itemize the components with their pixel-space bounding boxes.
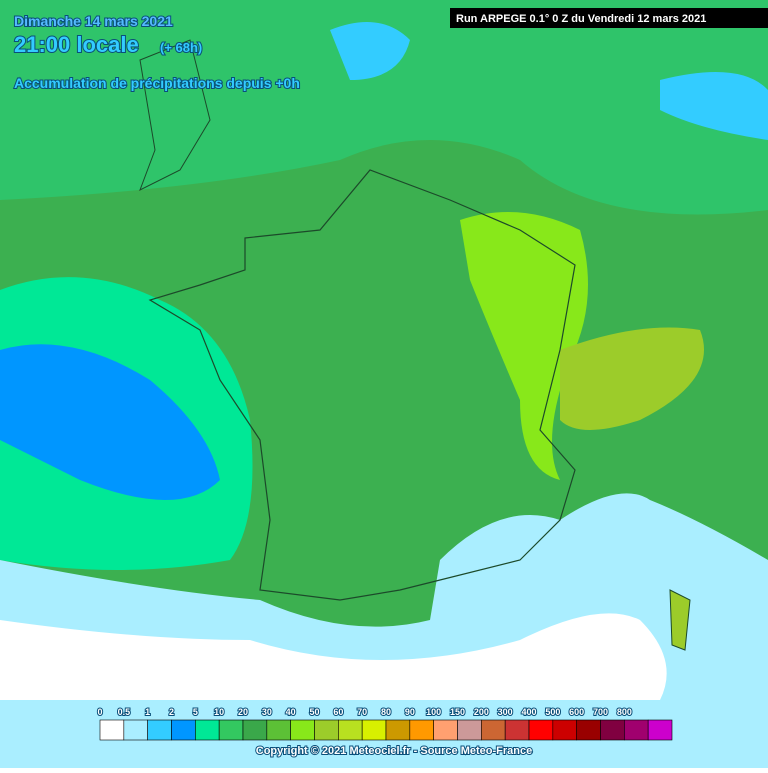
legend-label: 2 bbox=[169, 707, 174, 717]
legend-swatch bbox=[242, 719, 268, 741]
legend-label: 500 bbox=[545, 707, 560, 717]
precip-area bbox=[0, 0, 768, 215]
dry-area bbox=[0, 613, 667, 700]
legend-swatch bbox=[123, 719, 148, 741]
legend-swatch bbox=[576, 719, 601, 741]
precip-area bbox=[460, 212, 588, 480]
legend-swatch bbox=[433, 719, 458, 741]
legend-label: 150 bbox=[450, 707, 465, 717]
legend-swatch bbox=[290, 719, 315, 741]
legend-swatch bbox=[409, 719, 434, 741]
time: 21:00 locale bbox=[14, 32, 139, 57]
legend-label: 200 bbox=[474, 707, 489, 717]
legend-swatch bbox=[385, 719, 411, 741]
coastline bbox=[139, 39, 211, 192]
legend: 0 0.5 1 2 5 10 20 30 40 50 60 70 80 90 100 150 200 300 400… bbox=[96, 706, 673, 741]
legend-swatch bbox=[338, 719, 363, 741]
legend-swatch bbox=[552, 719, 577, 741]
legend-swatch bbox=[314, 719, 339, 741]
legend-label: 10 bbox=[214, 707, 224, 717]
legend-label: 80 bbox=[381, 707, 391, 717]
legend-label: 60 bbox=[333, 707, 343, 717]
legend-label: 40 bbox=[286, 707, 296, 717]
precip-area bbox=[330, 22, 768, 140]
copyright: Copyright © 2021 Meteociel.fr - Source M… bbox=[256, 745, 532, 757]
legend-label: 20 bbox=[238, 707, 248, 717]
legend-swatch bbox=[624, 719, 649, 741]
legend-label: 0.5 bbox=[118, 707, 131, 717]
legend-swatch bbox=[457, 719, 482, 741]
legend-label: 70 bbox=[357, 707, 367, 717]
legend-label: 5 bbox=[193, 707, 198, 717]
coastline bbox=[148, 169, 576, 601]
legend-swatch bbox=[504, 719, 530, 741]
legend-swatch bbox=[266, 719, 291, 741]
run-banner bbox=[450, 8, 768, 28]
legend-swatch bbox=[147, 719, 172, 741]
legend-label: 700 bbox=[593, 707, 608, 717]
precip-area bbox=[560, 327, 704, 430]
precip-area bbox=[0, 344, 220, 500]
legend-label: 800 bbox=[617, 707, 632, 717]
legend-swatch bbox=[195, 719, 220, 741]
legend-swatch bbox=[647, 719, 673, 741]
legend-swatch bbox=[218, 719, 244, 741]
legend-swatch bbox=[481, 719, 506, 741]
legend-swatch bbox=[171, 719, 196, 741]
island bbox=[669, 589, 691, 651]
legend-swatch bbox=[361, 719, 387, 741]
legend-label: 400 bbox=[521, 707, 536, 717]
legend-label: 30 bbox=[262, 707, 272, 717]
legend-label: 90 bbox=[405, 707, 415, 717]
subtitle: Accumulation de précipitations depuis +0… bbox=[14, 75, 300, 91]
legend-label: 100 bbox=[426, 707, 441, 717]
legend-label: 50 bbox=[309, 707, 319, 717]
legend-swatch bbox=[99, 719, 125, 741]
legend-label: 0 bbox=[97, 707, 102, 717]
legend-label: 600 bbox=[569, 707, 584, 717]
run-label: Run ARPEGE 0.1° 0 Z du Vendredi 12 mars … bbox=[456, 13, 706, 25]
lead-time: (+ 68h) bbox=[160, 40, 202, 55]
legend-swatch bbox=[600, 719, 625, 741]
legend-swatch bbox=[528, 719, 554, 741]
date: Dimanche 14 mars 2021 bbox=[14, 13, 173, 29]
legend-label: 1 bbox=[145, 707, 150, 717]
legend-label: 300 bbox=[498, 707, 513, 717]
